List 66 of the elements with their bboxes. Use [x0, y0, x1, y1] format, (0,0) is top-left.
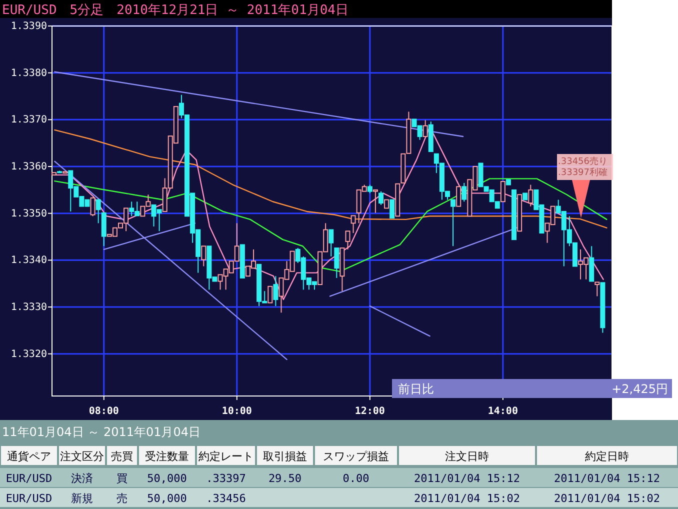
text: 2011/01/04 15:02	[554, 492, 660, 505]
text: 売	[116, 492, 128, 505]
text: 通貨ペア	[7, 450, 51, 463]
candlestick	[96, 199, 101, 224]
text: 注文日時	[445, 450, 489, 463]
text: 新規	[71, 492, 93, 505]
annotation: .33397利確	[558, 167, 608, 178]
text: 29.50	[268, 472, 302, 485]
candlestick	[462, 182, 467, 202]
y-tick-label: 1.3370	[10, 114, 47, 126]
candlestick	[101, 212, 106, 247]
annotation: .33456売り	[558, 156, 608, 167]
candlestick	[345, 230, 350, 250]
candlestick	[268, 286, 273, 304]
y-tick-label: 1.3360	[10, 162, 47, 173]
text: .33397	[206, 472, 246, 485]
text: 約定日時	[585, 450, 629, 463]
text: 0.00	[342, 472, 370, 485]
text: 買	[116, 472, 128, 485]
y-tick-label: 1.3330	[10, 302, 47, 314]
text: スワップ損益	[323, 450, 389, 463]
y-tick-label: 1.3340	[10, 255, 47, 266]
candlestick	[528, 184, 534, 207]
text: 売買	[111, 450, 133, 463]
candlestick	[390, 199, 395, 219]
line-series	[54, 178, 608, 272]
candlestick	[372, 189, 378, 214]
candlestick	[378, 190, 384, 206]
text: 決済	[71, 472, 93, 485]
text: 2011/01/04 15:12	[414, 472, 520, 485]
candlestick	[422, 120, 428, 138]
y-tick-label: 1.3350	[10, 208, 47, 220]
text: 11年01月04日 ～ 2011年01月04日	[2, 425, 201, 439]
text: .33456	[206, 492, 246, 505]
text: 注文区分	[60, 450, 104, 463]
x-tick-label: 10:00	[222, 406, 252, 417]
candlestick	[350, 215, 356, 234]
text: EUR/USD	[6, 492, 52, 505]
text: 50,000	[147, 472, 187, 485]
text: 取引損益	[263, 450, 307, 463]
text: 約定レート	[198, 450, 254, 463]
candlestick	[456, 186, 462, 207]
x-tick-label: 12:00	[354, 406, 385, 417]
x-tick-label: 08:00	[88, 406, 119, 417]
candlestick	[328, 229, 334, 257]
text: 2011/01/04 15:02	[414, 492, 520, 505]
text: 2011/01/04 15:12	[554, 472, 660, 485]
text: 受注数量	[145, 450, 189, 463]
y-tick-label: 1.3380	[10, 68, 47, 79]
candlestick	[90, 197, 96, 217]
annotation: +2,425円	[612, 382, 668, 396]
candlestick	[273, 276, 278, 307]
y-tick-label: 1.3390	[10, 21, 47, 32]
chart-title: EUR/USD 5分足 2010年12月21日 ～ 2011年01月04日	[2, 3, 348, 18]
candlestick	[201, 246, 206, 267]
candlestick	[334, 248, 340, 278]
candlestick	[589, 246, 594, 282]
text: EUR/USD	[6, 472, 52, 485]
line-series	[54, 129, 608, 228]
candlestick	[450, 199, 456, 247]
x-tick-label: 14:00	[488, 406, 518, 417]
annotation: 前日比	[398, 382, 434, 396]
candlestick	[594, 282, 600, 297]
candlestick	[500, 180, 506, 202]
text: 50,000	[147, 492, 187, 505]
y-tick-label: 1.3320	[10, 348, 47, 360]
